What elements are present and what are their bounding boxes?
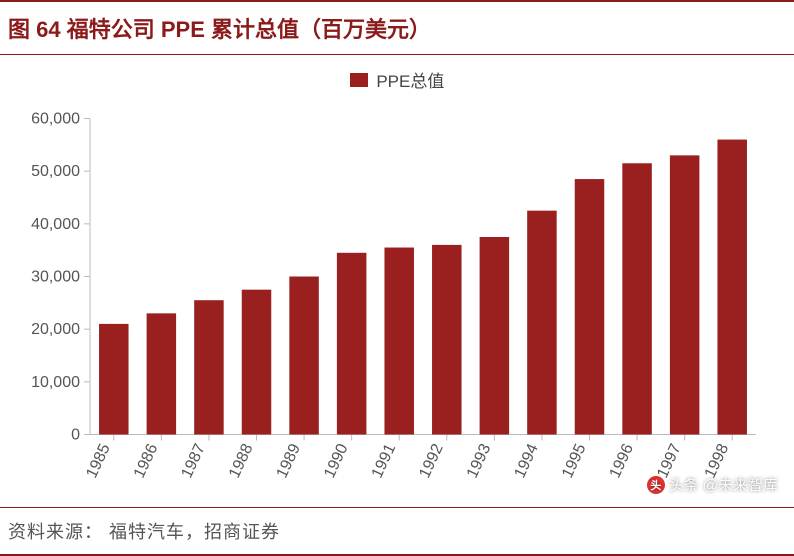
svg-text:30,000: 30,000 [31, 269, 80, 286]
bar-chart: 0 10,000 20,000 30,000 40,000 50,000 60,000 198… [18, 106, 766, 507]
svg-text:40,000: 40,000 [31, 216, 80, 233]
svg-text:1991: 1991 [369, 441, 399, 481]
watermark-prefix: 头条 [669, 474, 699, 495]
svg-text:20,000: 20,000 [31, 321, 80, 338]
watermark-logo-icon: 头 [647, 476, 665, 494]
svg-text:1990: 1990 [321, 441, 351, 481]
svg-text:1987: 1987 [178, 441, 208, 481]
bar [480, 237, 509, 435]
svg-text:1985: 1985 [83, 441, 113, 481]
svg-text:10,000: 10,000 [31, 374, 80, 391]
legend-swatch [350, 73, 368, 87]
bar [99, 324, 128, 435]
svg-text:1992: 1992 [416, 441, 446, 481]
title-prefix: 图 [8, 17, 30, 42]
svg-text:1988: 1988 [226, 441, 256, 481]
source-bar: 资料来源： 福特汽车，招商证券 [0, 507, 794, 556]
svg-text:1989: 1989 [274, 441, 304, 481]
legend: PPE总值 [0, 55, 794, 98]
svg-text:0: 0 [71, 427, 80, 444]
bar [670, 155, 699, 434]
bar [622, 163, 651, 434]
chart-title: 图 64 福特公司 PPE 累计总值（百万美元） [8, 17, 431, 42]
chart-area: 0 10,000 20,000 30,000 40,000 50,000 60,000 198… [0, 98, 794, 507]
bar [717, 140, 746, 435]
bar [575, 179, 604, 434]
bar [432, 245, 461, 435]
bar [194, 300, 223, 434]
title-main: 福特公司 PPE 累计总值（百万美元） [67, 17, 431, 42]
watermark-text: @未来智库 [703, 474, 778, 495]
source-label: 资料来源： [8, 522, 103, 542]
svg-text:60,000: 60,000 [31, 111, 80, 128]
bar [527, 211, 556, 435]
chart-title-bar: 图 64 福特公司 PPE 累计总值（百万美元） [0, 0, 794, 55]
legend-label: PPE总值 [376, 72, 444, 91]
bar [147, 313, 176, 434]
bar [242, 290, 271, 435]
svg-text:1994: 1994 [511, 441, 541, 481]
bar [384, 248, 413, 435]
svg-text:1986: 1986 [131, 441, 161, 481]
source-text: 福特汽车，招商证券 [109, 522, 280, 542]
svg-text:1993: 1993 [464, 441, 494, 481]
svg-text:1996: 1996 [607, 441, 637, 481]
svg-text:50,000: 50,000 [31, 163, 80, 180]
watermark: 头 头条 @未来智库 [647, 474, 778, 495]
svg-text:1995: 1995 [559, 441, 589, 481]
bar [337, 253, 366, 435]
bar [289, 277, 318, 435]
title-number: 64 [36, 17, 60, 42]
